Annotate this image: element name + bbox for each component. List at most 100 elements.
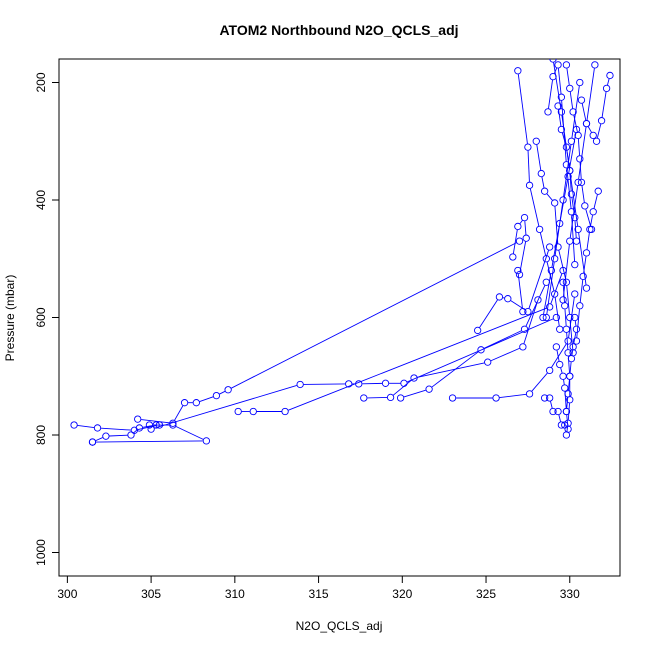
data-point	[557, 108, 566, 116]
data-point	[134, 415, 142, 423]
data-point	[552, 313, 561, 322]
series-4	[147, 313, 561, 433]
series-line-segment	[607, 78, 610, 86]
data-point	[572, 337, 581, 345]
data-point	[586, 225, 594, 234]
data-point	[514, 266, 522, 275]
series-line-segment	[566, 332, 569, 350]
data-point	[602, 84, 611, 93]
data-point	[477, 346, 485, 354]
series-line-segment	[567, 379, 570, 391]
data-point	[597, 117, 606, 125]
series-line-segment	[528, 250, 549, 309]
data-point	[515, 237, 524, 245]
series-line-segment	[601, 91, 607, 118]
series-17	[572, 187, 602, 345]
series-8	[448, 290, 579, 402]
series-line-segment	[569, 91, 574, 109]
series-line-segment	[574, 320, 577, 326]
series-line-segment	[100, 427, 131, 431]
x-tick-label: 320	[392, 587, 412, 601]
data-point	[492, 394, 500, 402]
series-line-segment	[573, 332, 577, 344]
data-point	[559, 196, 567, 204]
series-line-segment	[560, 367, 563, 374]
chart-title: ATOM2 Northbound N2O_QCLS_adj	[219, 22, 458, 38]
data-point	[554, 61, 562, 69]
series-13	[544, 61, 579, 269]
data-point	[212, 391, 221, 400]
series-line-segment	[109, 434, 128, 437]
data-point	[556, 219, 564, 228]
series-line-segment	[596, 123, 602, 138]
series-line-segment	[554, 203, 564, 256]
series-line-segment	[174, 405, 184, 421]
series-line-segment	[431, 351, 479, 388]
data-point	[562, 325, 571, 333]
series-line-segment	[581, 185, 585, 203]
data-point	[559, 278, 567, 286]
series-22	[549, 59, 591, 292]
data-point	[564, 172, 572, 181]
data-point	[537, 169, 545, 178]
series-group	[70, 59, 614, 446]
data-point	[535, 225, 544, 234]
data-point	[557, 125, 566, 134]
data-point	[562, 61, 571, 69]
series-21	[562, 313, 581, 416]
data-point	[567, 137, 576, 145]
data-point	[519, 343, 527, 351]
data-point	[495, 293, 504, 301]
series-5	[234, 266, 567, 416]
series-line-segment	[561, 115, 570, 168]
data-point	[554, 243, 562, 251]
series-line-segment	[571, 350, 574, 356]
data-point	[571, 290, 579, 298]
data-point	[572, 237, 581, 245]
series-line-segment	[577, 138, 581, 156]
data-point	[88, 438, 97, 446]
data-point	[564, 349, 572, 357]
series-line-segment	[556, 350, 560, 362]
data-point	[542, 313, 550, 322]
series-line-segment	[548, 80, 553, 109]
y-tick-label: 800	[34, 425, 48, 445]
data-point	[582, 249, 591, 257]
x-tick-label: 330	[560, 587, 580, 601]
data-point	[577, 96, 586, 104]
series-line-segment	[546, 193, 553, 201]
data-point	[576, 155, 584, 163]
series-line-segment	[231, 242, 517, 389]
series-line-segment	[576, 309, 580, 338]
series-line-segment	[525, 285, 546, 327]
data-point	[515, 270, 524, 279]
y-tick-label: 200	[34, 72, 48, 92]
data-point	[249, 407, 257, 416]
data-point	[542, 255, 550, 263]
data-point	[561, 302, 569, 310]
series-line-segment	[199, 396, 214, 402]
data-point	[549, 407, 557, 416]
data-point	[520, 325, 529, 333]
data-point	[566, 237, 574, 245]
data-point	[525, 390, 534, 398]
data-point	[135, 424, 144, 432]
series-line-segment	[479, 299, 498, 328]
series-line-segment	[512, 229, 518, 254]
y-tick-label: 600	[34, 307, 48, 327]
series-line-segment	[288, 307, 547, 411]
data-point	[592, 137, 601, 145]
series-line-segment	[587, 126, 592, 133]
y-tick-label: 1000	[34, 539, 48, 566]
data-point	[281, 407, 289, 416]
series-20	[540, 394, 569, 429]
data-point	[540, 394, 549, 402]
series-line-segment	[558, 250, 567, 279]
series-line-segment	[531, 372, 548, 392]
data-point	[532, 137, 540, 145]
data-point	[539, 313, 547, 322]
series-line-segment	[141, 419, 170, 424]
series-line-segment	[569, 320, 574, 350]
data-point	[562, 431, 571, 439]
data-point	[520, 213, 529, 222]
